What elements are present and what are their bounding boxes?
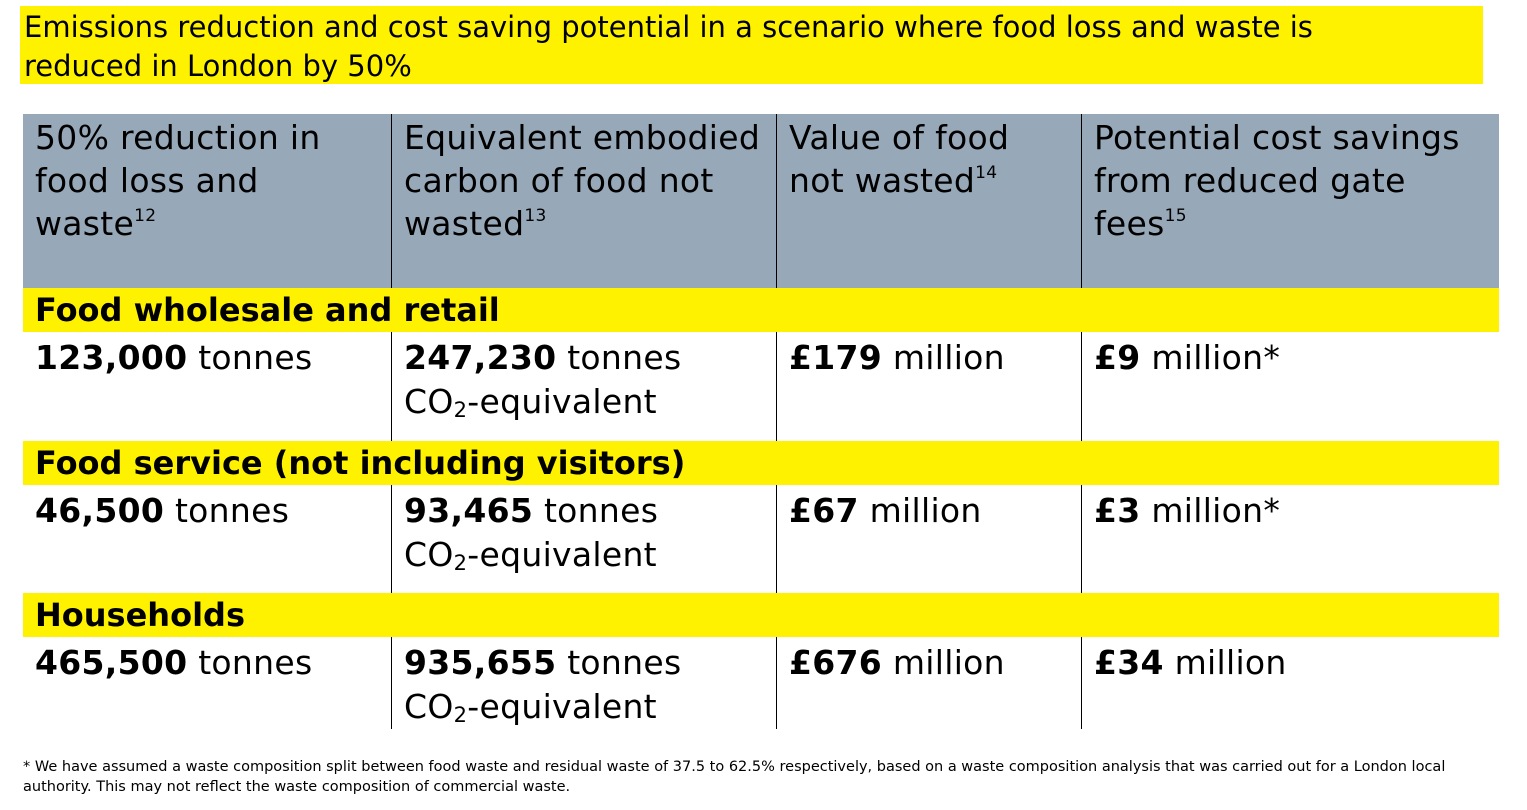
column-divider: [391, 332, 392, 441]
table-title: Emissions reduction and cost saving pote…: [20, 6, 1483, 84]
column-divider: [391, 485, 392, 593]
food-value-cell: £676 million: [789, 643, 1005, 682]
footnote-ref: 14: [975, 163, 998, 183]
food-value-cell: £179 million: [789, 338, 1005, 377]
savings-cell: £3 million*: [1094, 491, 1281, 530]
carbon-cell: 247,230 tonnes CO2-equivalent: [404, 338, 682, 422]
column-divider: [776, 637, 777, 729]
section-label: Food wholesale and retail: [23, 288, 1499, 332]
table-header: 50% reduction in food loss and waste12 E…: [23, 114, 1499, 288]
column-divider: [391, 637, 392, 729]
savings-cell: £34 million: [1094, 643, 1287, 682]
carbon-cell: 935,655 tonnes CO2-equivalent: [404, 643, 682, 727]
footnote-ref: 15: [1164, 206, 1187, 226]
header-food-value: Value of food not wasted14: [789, 118, 1010, 200]
column-divider: [1081, 637, 1082, 729]
reduction-cell: 465,500 tonnes: [35, 643, 313, 682]
food-value-cell: £67 million: [789, 491, 982, 530]
column-divider: [776, 332, 777, 441]
reduction-cell: 46,500 tonnes: [35, 491, 290, 530]
column-divider: [776, 114, 777, 288]
header-reduction: 50% reduction in food loss and waste12: [35, 118, 321, 243]
section-label: Food service (not including visitors): [23, 441, 1499, 485]
carbon-cell: 93,465 tonnes CO2-equivalent: [404, 491, 659, 575]
column-divider: [1081, 114, 1082, 288]
column-divider: [1081, 332, 1082, 441]
footnote-ref: 13: [524, 206, 547, 226]
reduction-cell: 123,000 tonnes: [35, 338, 313, 377]
header-carbon: Equivalent embodied carbon of food not w…: [404, 118, 761, 243]
footnote-ref: 12: [134, 206, 157, 226]
header-savings: Potential cost savings from reduced gate…: [1094, 118, 1460, 243]
title-line-1: Emissions reduction and cost saving pote…: [24, 10, 1313, 44]
footnote-line-1: * We have assumed a waste composition sp…: [23, 759, 1446, 775]
column-divider: [391, 114, 392, 288]
column-divider: [1081, 485, 1082, 593]
section-label: Households: [23, 593, 1499, 637]
savings-cell: £9 million*: [1094, 338, 1281, 377]
footnote: * We have assumed a waste composition sp…: [23, 757, 1483, 797]
footnote-line-2: authority. This may not reflect the wast…: [23, 779, 571, 795]
column-divider: [776, 485, 777, 593]
title-line-2: reduced in London by 50%: [24, 49, 412, 83]
